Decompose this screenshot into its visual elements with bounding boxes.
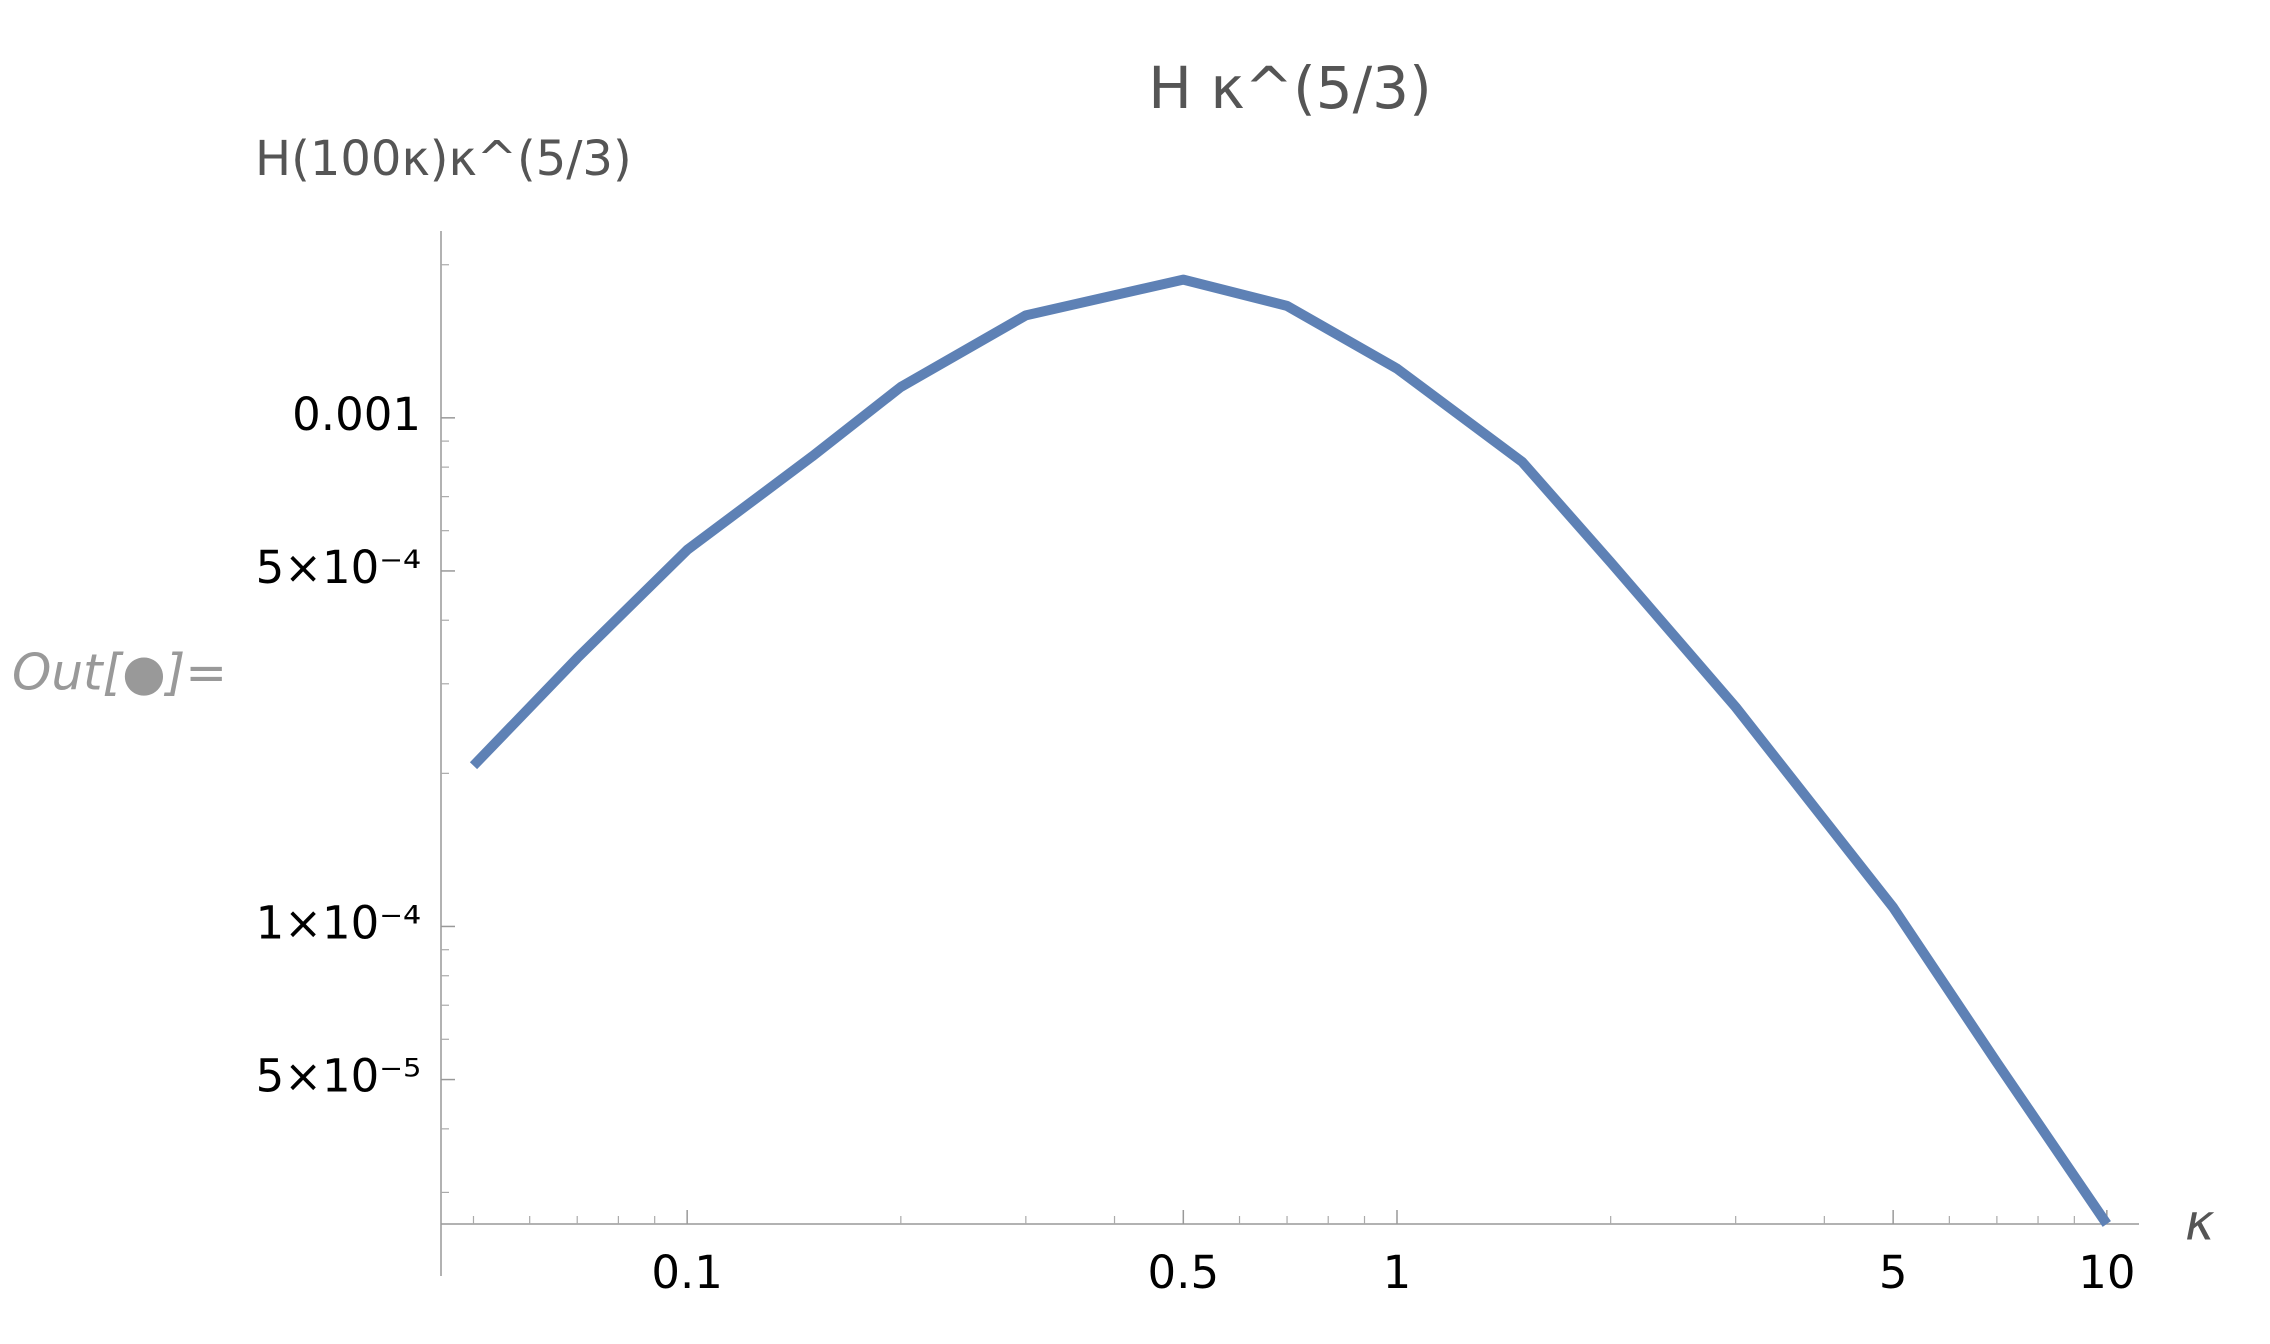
x-tick-label: 0.1 <box>651 1246 723 1299</box>
x-tick-label: 10 <box>2078 1246 2135 1299</box>
y-tick-label: 5×10⁻⁴ <box>256 541 421 594</box>
y-tick-label: 0.001 <box>292 388 421 441</box>
y-tick-label: 5×10⁻⁵ <box>256 1050 421 1103</box>
cell-label: Out[●]= <box>12 644 227 702</box>
y-axis-label: H(100κ)κ^(5/3) <box>255 131 632 187</box>
x-tick-label: 0.5 <box>1148 1246 1220 1299</box>
y-tick-label: 1×10⁻⁴ <box>256 896 421 949</box>
data-line <box>469 274 2111 1227</box>
x-tick-label: 5 <box>1879 1246 1908 1299</box>
x-tick-label: 1 <box>1383 1246 1412 1299</box>
chart-title: H κ^(5/3) <box>1148 54 1431 122</box>
x-axis-label: κ <box>2185 1194 2215 1252</box>
